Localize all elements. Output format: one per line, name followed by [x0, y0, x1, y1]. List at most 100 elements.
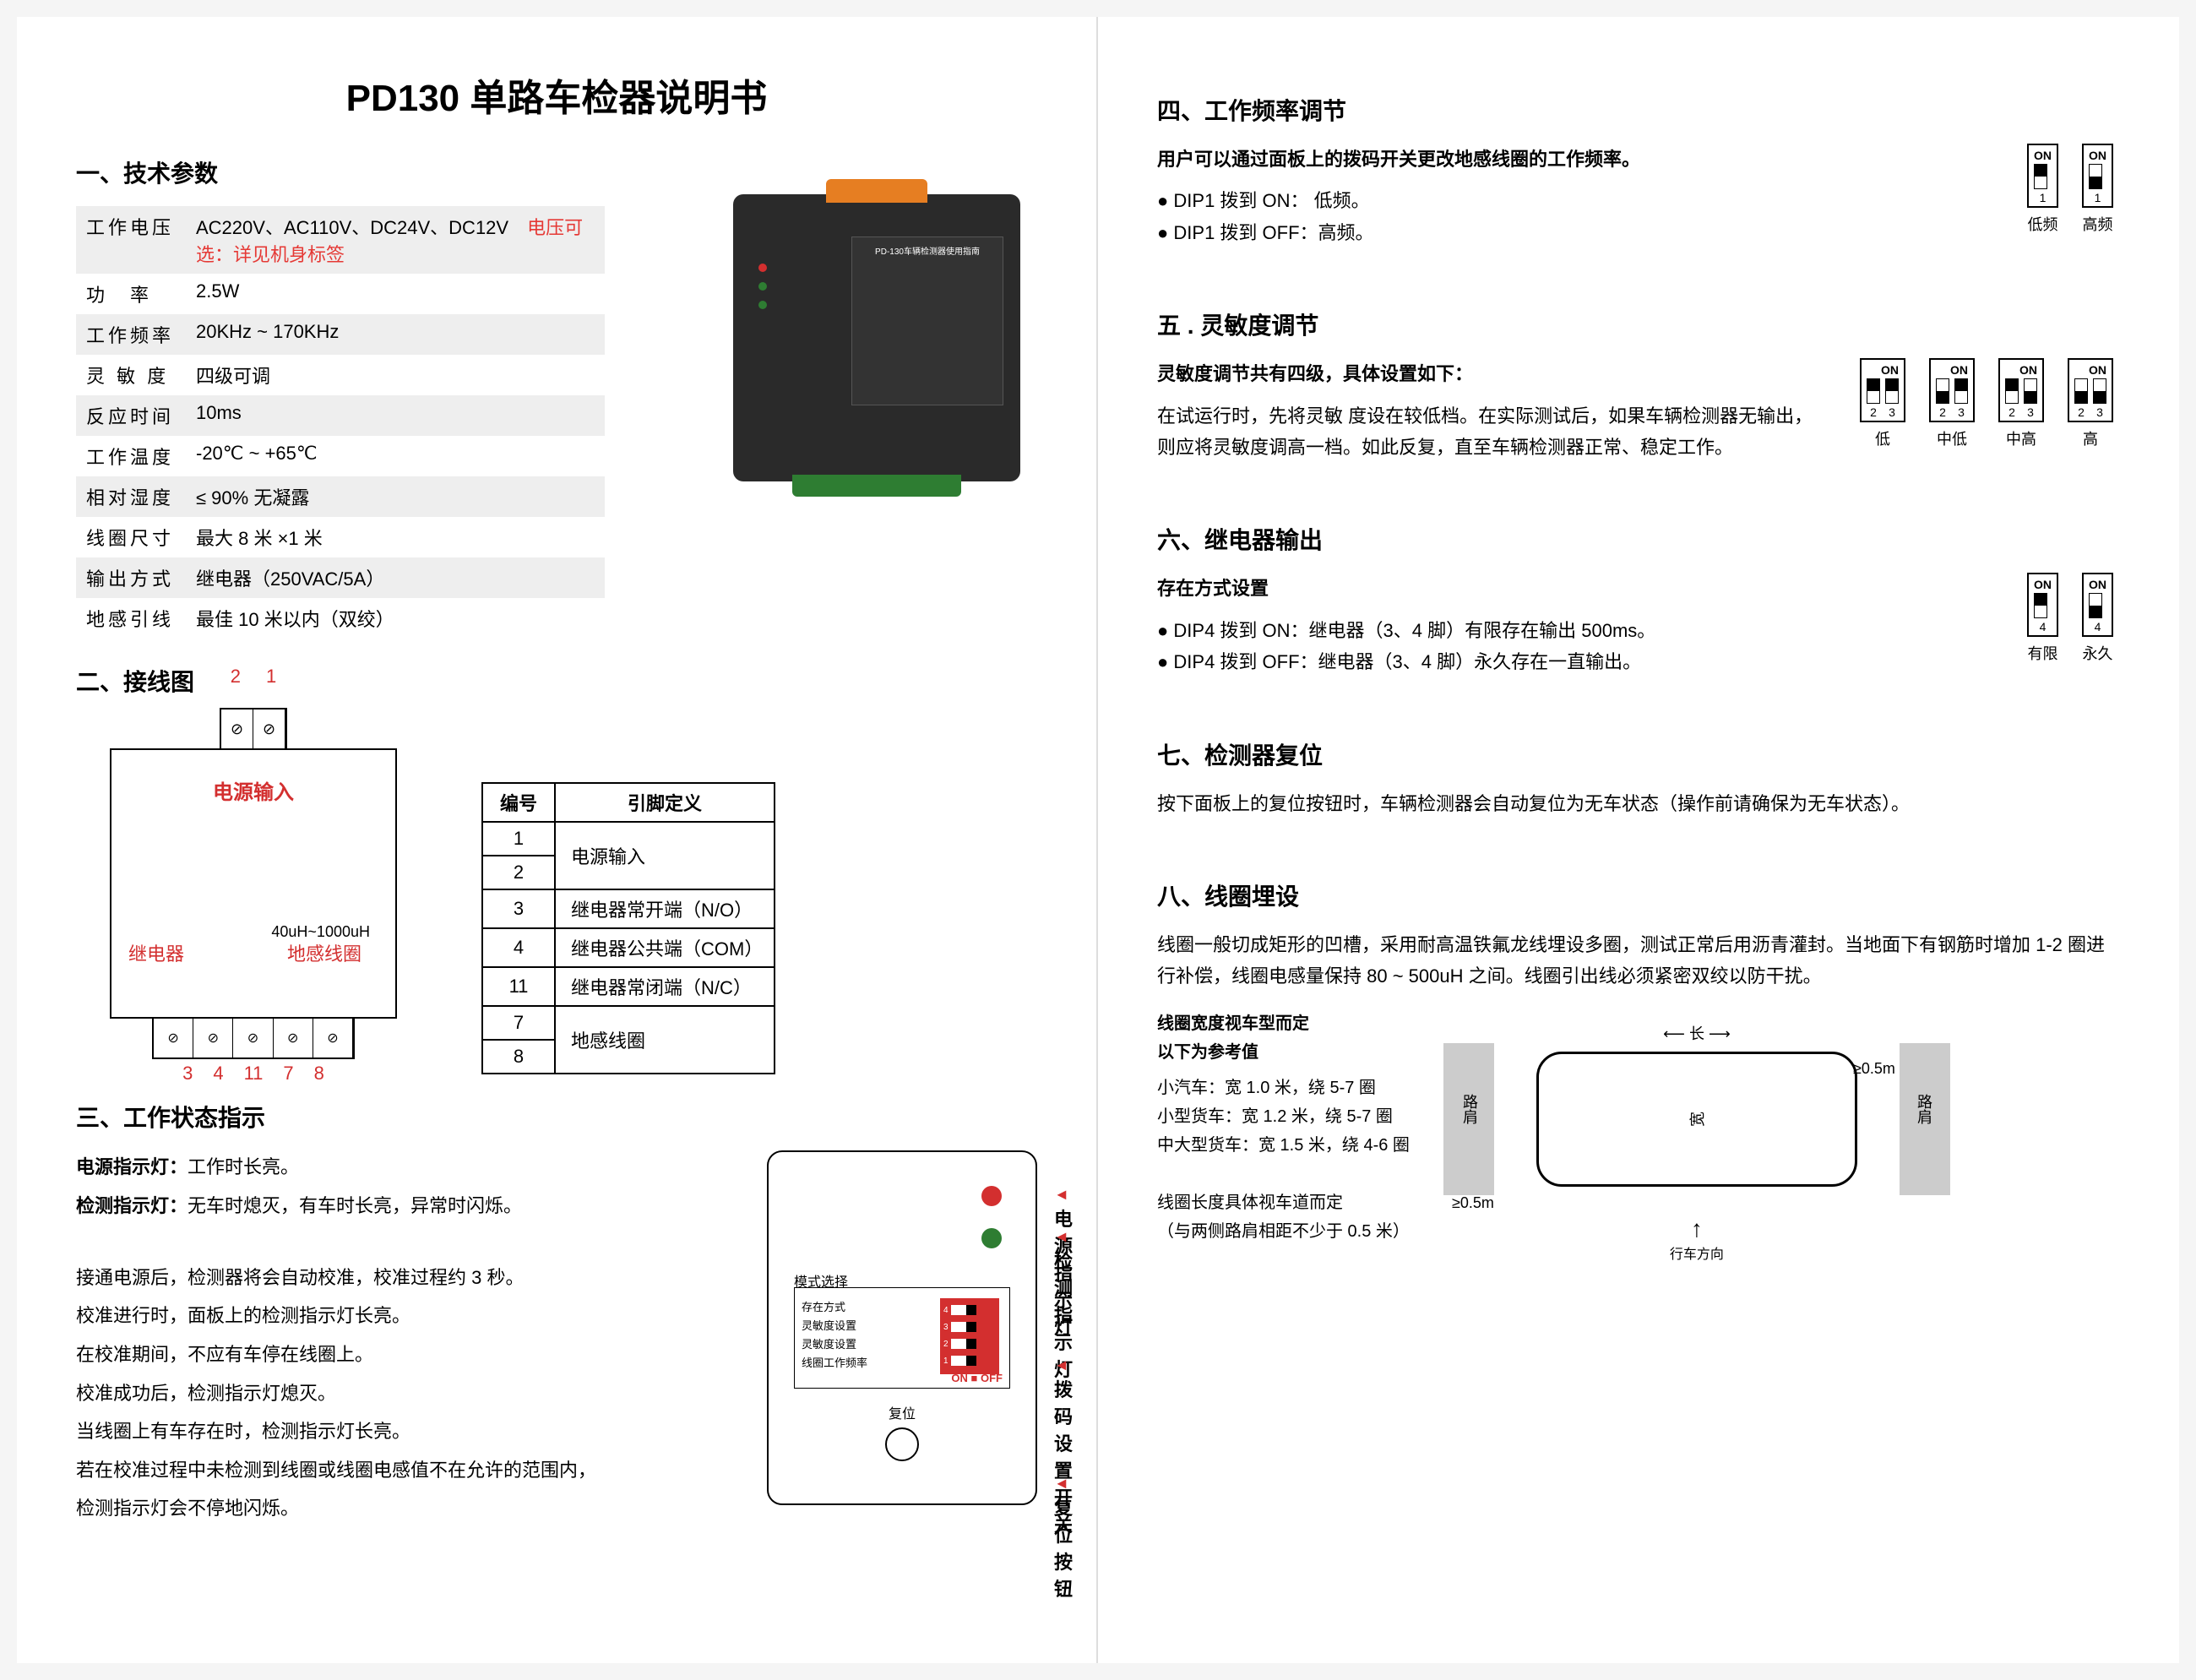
- freq-intro: 用户可以通过面板上的拨码开关更改地感线圈的工作频率。: [1157, 144, 1995, 175]
- term-slot: ⊘: [154, 1019, 193, 1057]
- status-line: 检测指示灯会不停地闪烁。: [76, 1492, 733, 1525]
- status-line: 校准进行时，面板上的检测指示灯长亮。: [76, 1299, 733, 1333]
- spec-row: 工作频率20KHz ~ 170KHz: [76, 314, 605, 355]
- wiring-box: 2 1 ⊘⊘ 电源输入 40uH~1000uH 继电器 地感线圈 ⊘⊘⊘⊘⊘ 3: [110, 748, 397, 1019]
- wiring-power-label: 电源输入: [213, 775, 294, 805]
- sens-section: 灵敏度调节共有四级，具体设置如下： 在试运行时，先将灵敏 度设在较低档。在实际测…: [1157, 358, 2120, 463]
- spec-value: 2.5W: [196, 280, 595, 307]
- wiring-coil-range: 40uH~1000uH: [271, 923, 370, 941]
- table-row: 1电源输入: [482, 822, 775, 856]
- power-led-text: 工作时长亮。: [188, 1156, 299, 1177]
- dip-caption: 低: [1860, 427, 1905, 449]
- spec-row: 反应时间10ms: [76, 395, 605, 436]
- table-header-row: 编号 引脚定义: [482, 783, 775, 822]
- dip-onoff-label: ON ■ OFF: [951, 1372, 1003, 1384]
- dip-num: 2: [1936, 405, 1949, 419]
- spec-value: -20℃ ~ +65℃: [196, 443, 595, 470]
- dip-switches: [2089, 593, 2106, 618]
- relay-item-1: DIP4 拨到 ON：继电器（3、4 脚）有限存在输出 500ms。: [1157, 615, 1995, 646]
- device-front-label: PD-130车辆检测器使用指南: [851, 237, 1003, 405]
- dip-box: ON4: [2027, 573, 2058, 637]
- dip-switches: [1867, 378, 1899, 404]
- spec-value: 最大 8 米 ×1 米: [196, 524, 595, 551]
- dip-on-label: ON: [1936, 363, 1968, 377]
- wiring-relay-label: 继电器: [128, 939, 184, 966]
- wiring-coil-label: 地感线圈: [287, 939, 361, 966]
- power-led-label: 电源指示灯：: [76, 1156, 188, 1177]
- coil-diagram: 路肩 路肩 宽 ⟵ 长 ⟶ ≥0.5m ≥0.5m ↑ 行车方向: [1443, 1009, 1950, 1263]
- status-line: 在校准期间，不应有车停在线圈上。: [76, 1338, 733, 1372]
- dip-on-label: ON: [1867, 363, 1899, 377]
- section-4-heading: 四、工作频率调节: [1157, 93, 2120, 127]
- device-body: PD-130车辆检测器使用指南: [733, 194, 1020, 481]
- dip-box: ON1: [2082, 144, 2113, 208]
- term-slot: ⊘: [274, 1019, 313, 1057]
- sens-dip-illustrations: ON23低ON23中低ON23中高ON23高: [1853, 358, 2120, 449]
- dip-nums: 23: [1936, 405, 1968, 419]
- direction-label: 行车方向: [1670, 1248, 1724, 1262]
- spec-value: 最佳 10 米以内（双绞）: [196, 605, 595, 632]
- status-line: 接通电源后，检测器将会自动校准，校准过程约 3 秒。: [76, 1261, 733, 1295]
- shoulder-label-l: 路肩: [1459, 1094, 1481, 1124]
- pin-num-8: 8: [314, 1063, 324, 1085]
- relay-text: 存在方式设置 DIP4 拨到 ON：继电器（3、4 脚）有限存在输出 500ms…: [1157, 573, 1995, 677]
- relay-subhead: 存在方式设置: [1157, 573, 1995, 604]
- dip-row-label: 线圈工作频率: [802, 1354, 867, 1373]
- device-leds: [758, 253, 767, 319]
- spec-value: AC220V、AC110V、DC24V、DC12V 电压可选：详见机身标签: [196, 213, 595, 267]
- pin-num-2: 2: [231, 666, 241, 688]
- dip-illustration: ON23 低: [1860, 358, 1905, 449]
- dip-box: ON23: [1860, 358, 1905, 422]
- page-left: PD130 单路车检器说明书 一、技术参数 工作电压AC220V、AC110V、…: [17, 17, 1098, 1663]
- freq-text: 用户可以通过面板上的拨码开关更改地感线圈的工作频率。 DIP1 拨到 ON： 低…: [1157, 144, 1995, 248]
- freq-item-1: DIP1 拨到 ON： 低频。: [1157, 185, 1995, 216]
- panel-power-led: [981, 1186, 1002, 1206]
- device-label-title: PD-130车辆检测器使用指南: [859, 244, 996, 257]
- dip-switch-position: [2034, 593, 2047, 618]
- dip-switch-position: [2093, 378, 2106, 404]
- spec-row: 地感引线最佳 10 米以内（双绞）: [76, 598, 605, 639]
- status-line: 若在校准过程中未检测到线圈或线圈电感值不在允许的范围内，: [76, 1454, 733, 1487]
- dip-caption: 高频: [2082, 213, 2113, 235]
- dip-switch-position: [1867, 378, 1880, 404]
- coil-intro: 线圈一般切成矩形的凹槽，采用耐高温铁氟龙线埋设多圈，测试正常后用沥青灌封。当地面…: [1157, 929, 2120, 992]
- term-slot: ⊘: [193, 1019, 233, 1057]
- dip-switch-position: [1954, 378, 1968, 404]
- sens-intro: 灵敏度调节共有四级，具体设置如下：: [1157, 358, 1828, 389]
- spec-label: 地感引线: [86, 605, 196, 632]
- status-line: 当线圈上有车存在时，检测指示灯长亮。: [76, 1415, 733, 1449]
- table-row: 11继电器常闭端（N/C）: [482, 967, 775, 1006]
- shoulder-label-r: 路肩: [1913, 1094, 1935, 1124]
- freq-item-2: DIP1 拨到 OFF：高频。: [1157, 217, 1995, 248]
- dip-on-label: ON: [2034, 578, 2052, 591]
- coil-rectangle: 宽: [1536, 1052, 1857, 1187]
- dip-on-label: ON: [2089, 149, 2106, 162]
- dip-caption: 高: [2068, 427, 2113, 449]
- detect-led-label: 检测指示灯：: [76, 1195, 188, 1216]
- dip-box: ON 23: [1929, 358, 1975, 422]
- coil-ref-text: 线圈宽度视车型而定 以下为参考值 小汽车：宽 1.0 米，绕 5-7 圈 小型货…: [1157, 1009, 1410, 1246]
- arrow-up-icon: ↑: [1670, 1215, 1724, 1242]
- dip-box: ON23: [1998, 358, 2044, 422]
- reset-text: 按下面板上的复位按钮时，车辆检测器会自动复位为无车状态（操作前请确保为无车状态）…: [1157, 788, 2120, 819]
- dip-caption: 有限: [2027, 642, 2058, 664]
- wiring-bottom-numbers: 3 4 11 7 8: [182, 1063, 324, 1085]
- dip-illustration: ON23中高: [1998, 358, 2044, 449]
- dip-row-label: 灵敏度设置: [802, 1335, 867, 1354]
- wiring-area: 2 1 ⊘⊘ 电源输入 40uH~1000uH 继电器 地感线圈 ⊘⊘⊘⊘⊘ 3: [76, 715, 1037, 1074]
- annot-reset-btn: 复位按钮: [1054, 1471, 1076, 1601]
- sens-text: 灵敏度调节共有四级，具体设置如下： 在试运行时，先将灵敏 度设在较低档。在实际测…: [1157, 358, 1828, 463]
- status-panel: 模式选择 存在方式灵敏度设置灵敏度设置线圈工作频率 4 3 2 1 ON ■ O…: [767, 1150, 1037, 1505]
- section-6-heading: 六、继电器输出: [1157, 522, 2120, 556]
- dip-num: 4: [2091, 620, 2105, 633]
- manual-spread: PD130 单路车检器说明书 一、技术参数 工作电压AC220V、AC110V、…: [17, 17, 2179, 1663]
- dip-caption: 中低: [1929, 427, 1975, 449]
- sens-body: 在试运行时，先将灵敏 度设在较低档。在实际测试后，如果车辆检测器无输出，则应将灵…: [1157, 400, 1828, 464]
- dip-row-labels: 存在方式灵敏度设置灵敏度设置线圈工作频率: [802, 1298, 867, 1373]
- coil-ref-head2: 以下为参考值: [1157, 1038, 1410, 1067]
- pin-cell: 8: [482, 1040, 555, 1074]
- dip-switch-position: [2005, 378, 2019, 404]
- dip-illustration: ON1低频: [2027, 144, 2058, 235]
- table-row: 3继电器常开端（N/O）: [482, 889, 775, 928]
- section-3-heading: 三、工作状态指示: [76, 1100, 1037, 1134]
